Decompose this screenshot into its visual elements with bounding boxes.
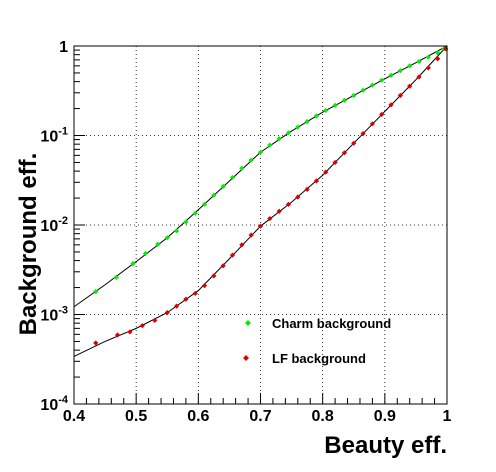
y-tick-base: 10 bbox=[40, 129, 58, 146]
y-tick-base: 1 bbox=[59, 39, 68, 56]
x-tick-label: 1 bbox=[443, 408, 452, 425]
x-tick-label: 0.4 bbox=[63, 408, 85, 425]
x-tick-label: 0.5 bbox=[125, 408, 147, 425]
legend-label-lf: LF background bbox=[272, 351, 366, 366]
x-tick-label: 0.6 bbox=[187, 408, 209, 425]
x-axis-title: Beauty eff. bbox=[324, 432, 447, 459]
y-axis-title: Background eff. bbox=[15, 153, 42, 336]
y-tick-base: 10 bbox=[40, 218, 58, 235]
x-tick-label: 0.7 bbox=[249, 408, 271, 425]
y-tick-base: 10 bbox=[40, 397, 58, 414]
x-tick-label: 0.9 bbox=[374, 408, 396, 425]
y-tick-exponent: -2 bbox=[58, 215, 68, 227]
y-tick-exponent: -4 bbox=[58, 394, 69, 406]
x-tick-label: 0.8 bbox=[312, 408, 334, 425]
y-tick-exponent: -1 bbox=[58, 126, 68, 138]
y-tick-label: 1 bbox=[59, 39, 68, 56]
y-tick-exponent: -3 bbox=[58, 305, 68, 317]
y-tick-base: 10 bbox=[40, 308, 58, 325]
legend-label-charm: Charm background bbox=[272, 316, 391, 331]
